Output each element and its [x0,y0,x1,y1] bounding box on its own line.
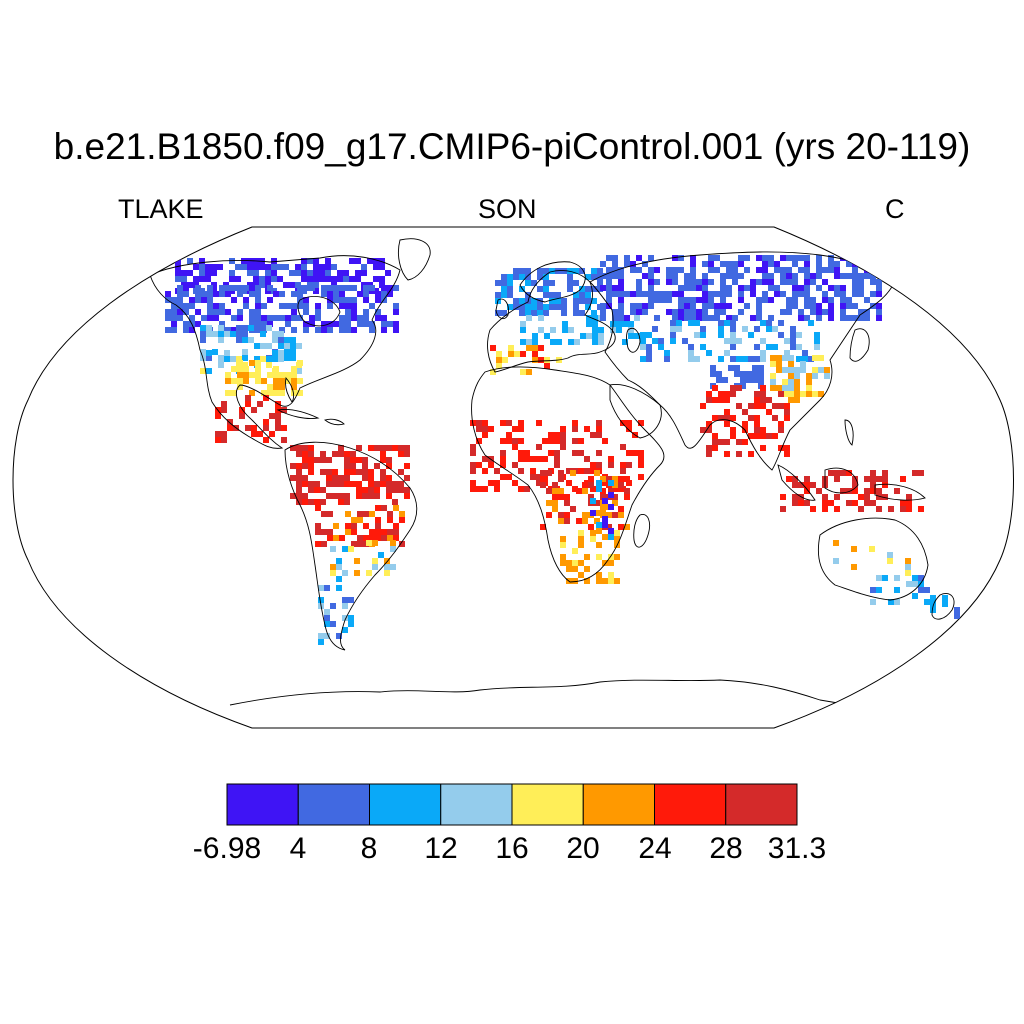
units-label: C [885,194,905,224]
madagascar [633,514,651,548]
colorbar-label-7: 28 [709,832,743,865]
colorbar-swatch-3 [440,783,513,826]
florida [285,377,295,403]
caspian-sea [626,327,641,353]
map-title: b.e21.B1850.f09_g17.CMIP6-piControl.001 … [53,126,971,167]
cuba [276,409,320,419]
colorbar-label-3: 12 [424,832,458,865]
lake-temperature-cells [165,255,960,645]
colorbar-swatch-5 [582,783,655,826]
europe-coast [487,270,616,373]
colorbar-label-6: 24 [638,832,672,865]
colorbar-swatch-0 [226,783,299,826]
colorbar-label-5: 20 [566,832,600,865]
colorbar-label-4: 16 [495,832,529,865]
greenland-coast [397,238,431,281]
coastlines [149,238,955,716]
australia-coast [817,517,929,601]
colorbar-swatch-1 [297,783,370,826]
colorbar-label-2: 8 [360,832,378,865]
japan [849,328,870,362]
new-zealand [931,593,955,620]
south-america-coast [284,441,418,651]
colorbar-label-0: -6.98 [192,832,262,865]
colorbar-label-1: 4 [289,832,307,865]
sumatra [777,464,816,501]
antarctica-coast [229,679,901,716]
colorbar-label-8: 31.3 [767,832,827,865]
colorbar-swatch-6 [654,783,727,826]
colorbar-swatch-2 [369,783,442,826]
colorbar-swatch-4 [511,783,584,826]
great-britain [495,298,509,320]
scandinavia [519,261,586,303]
colorbar-swatch-7 [725,783,798,826]
hudson-bay [297,296,341,327]
colorbar [226,783,798,826]
north-america-coast [149,255,401,449]
new-guinea [874,483,926,501]
variable-label: TLAKE [118,194,204,224]
season-label: SON [478,194,537,224]
borneo [824,467,859,494]
hispaniola [324,418,345,426]
philippines [844,419,854,446]
arabia [609,384,662,439]
asia-coast [589,251,896,471]
colorbar-labels: -6.98 4 8 12 16 20 24 28 31.3 [0,832,1024,872]
